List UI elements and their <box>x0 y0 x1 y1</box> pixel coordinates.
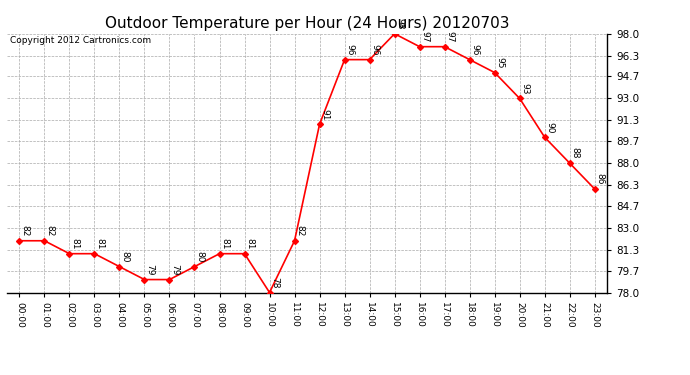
Text: 95: 95 <box>495 57 504 68</box>
Text: 93: 93 <box>521 83 530 94</box>
Text: 79: 79 <box>146 264 155 275</box>
Text: 88: 88 <box>571 147 580 159</box>
Title: Outdoor Temperature per Hour (24 Hours) 20120703: Outdoor Temperature per Hour (24 Hours) … <box>105 16 509 31</box>
Text: 96: 96 <box>346 44 355 55</box>
Text: 98: 98 <box>395 18 404 30</box>
Text: 78: 78 <box>270 277 279 288</box>
Text: 80: 80 <box>121 251 130 262</box>
Text: 96: 96 <box>471 44 480 55</box>
Text: 91: 91 <box>321 109 330 120</box>
Text: Copyright 2012 Cartronics.com: Copyright 2012 Cartronics.com <box>10 36 151 45</box>
Text: 81: 81 <box>70 238 79 249</box>
Text: 79: 79 <box>170 264 179 275</box>
Text: 81: 81 <box>246 238 255 249</box>
Text: 97: 97 <box>421 31 430 42</box>
Text: 96: 96 <box>371 44 380 55</box>
Text: 81: 81 <box>221 238 230 249</box>
Text: 82: 82 <box>295 225 304 237</box>
Text: 81: 81 <box>95 238 104 249</box>
Text: 82: 82 <box>21 225 30 237</box>
Text: 80: 80 <box>195 251 204 262</box>
Text: 86: 86 <box>595 173 604 185</box>
Text: 82: 82 <box>46 225 55 237</box>
Text: 90: 90 <box>546 122 555 133</box>
Text: 97: 97 <box>446 31 455 42</box>
